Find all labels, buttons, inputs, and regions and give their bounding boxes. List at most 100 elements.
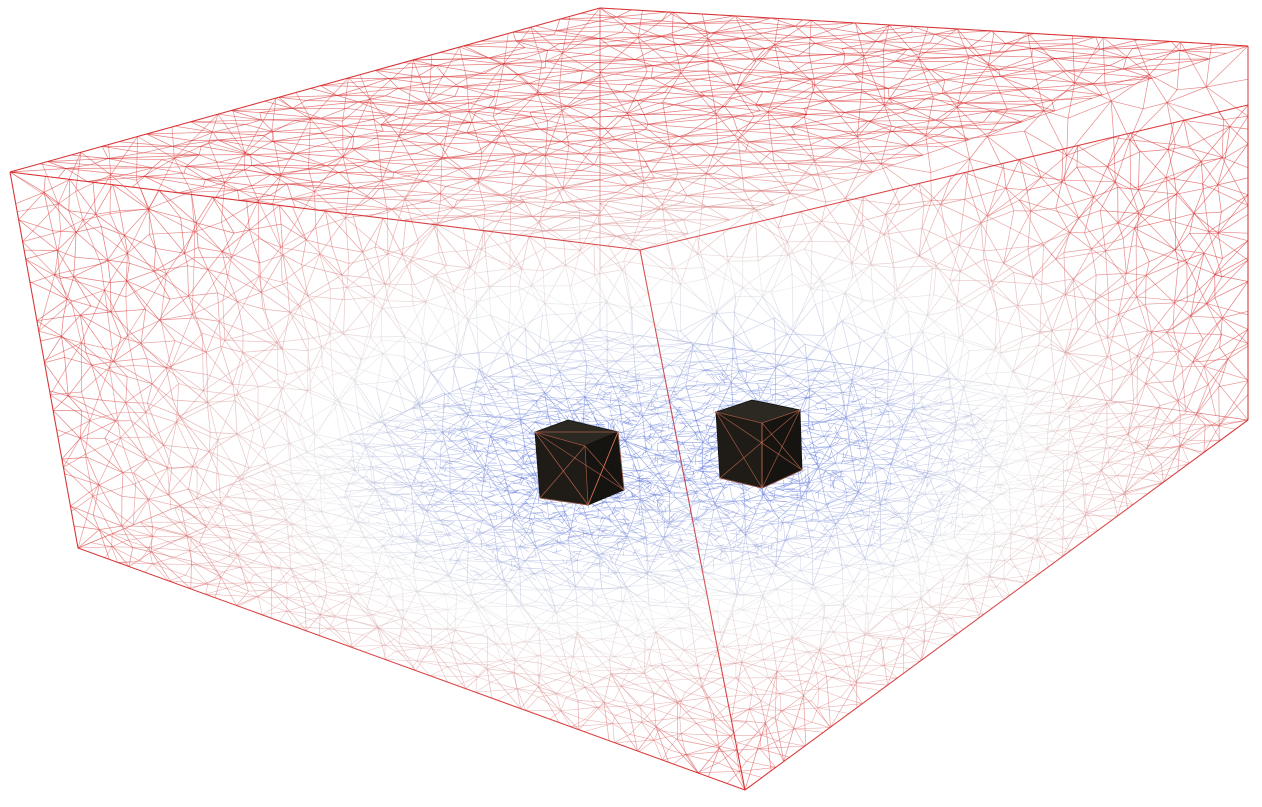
- mesh-edge: [372, 435, 400, 446]
- mesh-edge: [638, 398, 679, 405]
- mesh-edge: [599, 606, 613, 622]
- mesh-edge: [183, 166, 187, 174]
- mesh-edge: [816, 363, 843, 372]
- mesh-edge: [385, 95, 428, 105]
- mesh-edge: [550, 368, 576, 376]
- mesh-edge: [679, 717, 682, 734]
- mesh-edge: [441, 478, 466, 487]
- mesh-edge: [378, 628, 400, 636]
- mesh-edge: [518, 605, 555, 607]
- mesh-edge: [697, 771, 740, 773]
- mesh-edge: [504, 619, 529, 625]
- mesh-edge: [528, 82, 581, 84]
- mesh-edge: [460, 57, 489, 60]
- mesh-edge: [807, 391, 816, 398]
- mesh-edge: [815, 558, 847, 566]
- mesh-edge: [601, 639, 615, 657]
- mesh-edge: [1225, 416, 1249, 421]
- mesh-edge: [694, 348, 735, 352]
- mesh-edge: [111, 546, 141, 562]
- mesh-edge: [1206, 303, 1223, 335]
- mesh-edge: [508, 333, 515, 366]
- mesh-edge: [160, 314, 193, 321]
- mesh-edge: [205, 174, 272, 180]
- mesh-edge: [626, 23, 688, 28]
- mesh-edge: [741, 530, 769, 537]
- mesh-edge: [399, 525, 426, 538]
- mesh-edge: [1175, 144, 1223, 158]
- mesh-edge: [370, 161, 394, 173]
- mesh-edge: [245, 124, 274, 133]
- mesh-edge: [252, 174, 272, 186]
- mesh-edge: [953, 501, 969, 514]
- mesh-edge: [913, 555, 953, 558]
- mesh-edge: [403, 62, 437, 66]
- mesh-edge: [990, 384, 996, 398]
- mesh-edge: [704, 45, 766, 49]
- mesh-edge: [545, 60, 597, 63]
- mesh-edge: [921, 228, 937, 267]
- mesh-edge: [1008, 386, 1037, 391]
- mesh-edge: [846, 482, 857, 493]
- mesh-edge: [632, 241, 673, 270]
- mesh-edge: [584, 360, 598, 367]
- mesh-edge: [582, 91, 623, 100]
- mesh-edge: [935, 387, 950, 403]
- mesh-edge: [804, 248, 823, 282]
- mesh-edge: [742, 609, 770, 618]
- mesh-edge: [688, 23, 711, 34]
- mesh-edge: [850, 383, 876, 389]
- mesh-edge: [274, 606, 287, 612]
- mesh-edge: [1050, 518, 1059, 529]
- mesh-edge: [406, 467, 441, 470]
- mesh-edge: [427, 420, 441, 430]
- mesh-edge: [625, 365, 671, 372]
- mesh-edge: [931, 378, 951, 385]
- mesh-edge: [537, 671, 580, 676]
- mesh-edge: [1153, 463, 1190, 474]
- mesh-edge: [350, 449, 374, 457]
- mesh-edge: [365, 86, 399, 89]
- mesh-edge: [528, 617, 536, 625]
- mesh-edge: [318, 483, 351, 491]
- mesh-edge: [832, 381, 844, 393]
- mesh-edge: [492, 153, 527, 161]
- mesh-edge: [484, 421, 504, 428]
- mesh-edge: [930, 158, 970, 173]
- mesh-edge: [1086, 504, 1134, 513]
- mesh-edge: [432, 411, 459, 415]
- mesh-edge: [851, 225, 864, 264]
- mesh-edge: [438, 111, 472, 123]
- mesh-edge: [579, 625, 603, 640]
- mesh-edge: [203, 185, 238, 191]
- mesh-edge: [820, 631, 834, 649]
- mesh-edge: [620, 685, 656, 695]
- mesh-edge: [369, 59, 414, 99]
- mesh-edge: [144, 563, 153, 573]
- mesh-edge: [476, 672, 513, 677]
- mesh-edge: [771, 254, 789, 293]
- mesh-edge: [706, 139, 739, 174]
- mesh-edge: [723, 643, 762, 648]
- mesh-edge: [380, 122, 472, 126]
- mesh-edge: [795, 22, 855, 27]
- mesh-edge: [590, 365, 598, 375]
- mesh-edge: [292, 101, 359, 109]
- mesh-edge: [127, 233, 150, 254]
- mesh-edge: [1129, 139, 1176, 145]
- mesh-edge: [503, 426, 524, 434]
- mesh-edge: [1006, 449, 1017, 461]
- mesh-edge: [888, 411, 910, 416]
- mesh-edge: [446, 532, 479, 535]
- mesh-edge: [508, 332, 539, 357]
- mesh-edge: [867, 587, 895, 598]
- mesh-edge: [663, 582, 674, 591]
- mesh-edge: [346, 107, 392, 116]
- mesh-edge: [1110, 100, 1115, 138]
- mesh-edge: [700, 677, 725, 687]
- mesh-edge: [716, 745, 736, 751]
- mesh-edge: [664, 595, 695, 603]
- mesh-edge: [988, 64, 1045, 112]
- mesh-edge: [285, 412, 308, 453]
